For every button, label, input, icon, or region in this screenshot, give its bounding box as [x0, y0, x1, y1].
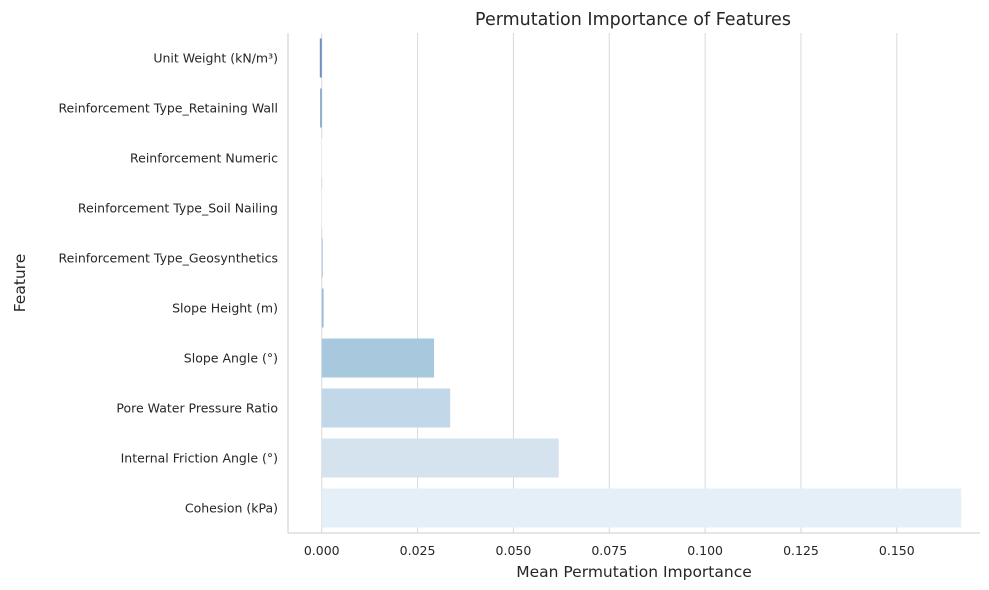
- chart-title: Permutation Importance of Features: [475, 10, 791, 30]
- gridlines: [321, 33, 898, 533]
- x-tick-label: 0.075: [591, 543, 627, 558]
- bar: [321, 338, 435, 378]
- y-tick-label: Reinforcement Type_Soil Nailing: [78, 201, 278, 216]
- bar: [321, 288, 324, 328]
- x-tick-label: 0.150: [879, 543, 915, 558]
- bar: [321, 388, 451, 428]
- bar: [321, 138, 323, 178]
- x-tick-labels: 0.000 0.025 0.050 0.075 0.100 0.125 0.150: [304, 543, 915, 558]
- y-tick-label: Reinforcement Numeric: [130, 151, 278, 166]
- bar: [320, 88, 322, 128]
- x-tick-label: 0.050: [496, 543, 532, 558]
- y-tick-label: Pore Water Pressure Ratio: [116, 401, 278, 416]
- axes: [287, 33, 980, 534]
- bar: [319, 38, 322, 78]
- y-tick-label: Internal Friction Angle (°): [121, 451, 278, 466]
- bar: [321, 488, 962, 528]
- y-tick-label: Slope Height (m): [172, 301, 278, 316]
- x-tick-label: 0.100: [687, 543, 723, 558]
- x-tick-label: 0.125: [783, 543, 819, 558]
- y-tick-label: Reinforcement Type_Geosynthetics: [59, 251, 278, 266]
- y-tick-label: Slope Angle (°): [184, 351, 278, 366]
- bar: [321, 438, 559, 478]
- x-tick-label: 0.025: [400, 543, 436, 558]
- bar: [321, 238, 323, 278]
- x-tick-label: 0.000: [304, 543, 340, 558]
- bars: [319, 38, 962, 528]
- y-tick-label: Reinforcement Type_Retaining Wall: [58, 101, 278, 116]
- y-axis-title: Feature: [11, 254, 29, 313]
- bar: [321, 188, 323, 228]
- y-tick-label: Unit Weight (kN/m³): [153, 51, 278, 66]
- y-tick-label: Cohesion (kPa): [185, 501, 278, 516]
- x-axis-title: Mean Permutation Importance: [516, 563, 752, 581]
- y-tick-labels: Unit Weight (kN/m³) Reinforcement Type_Re…: [58, 51, 278, 516]
